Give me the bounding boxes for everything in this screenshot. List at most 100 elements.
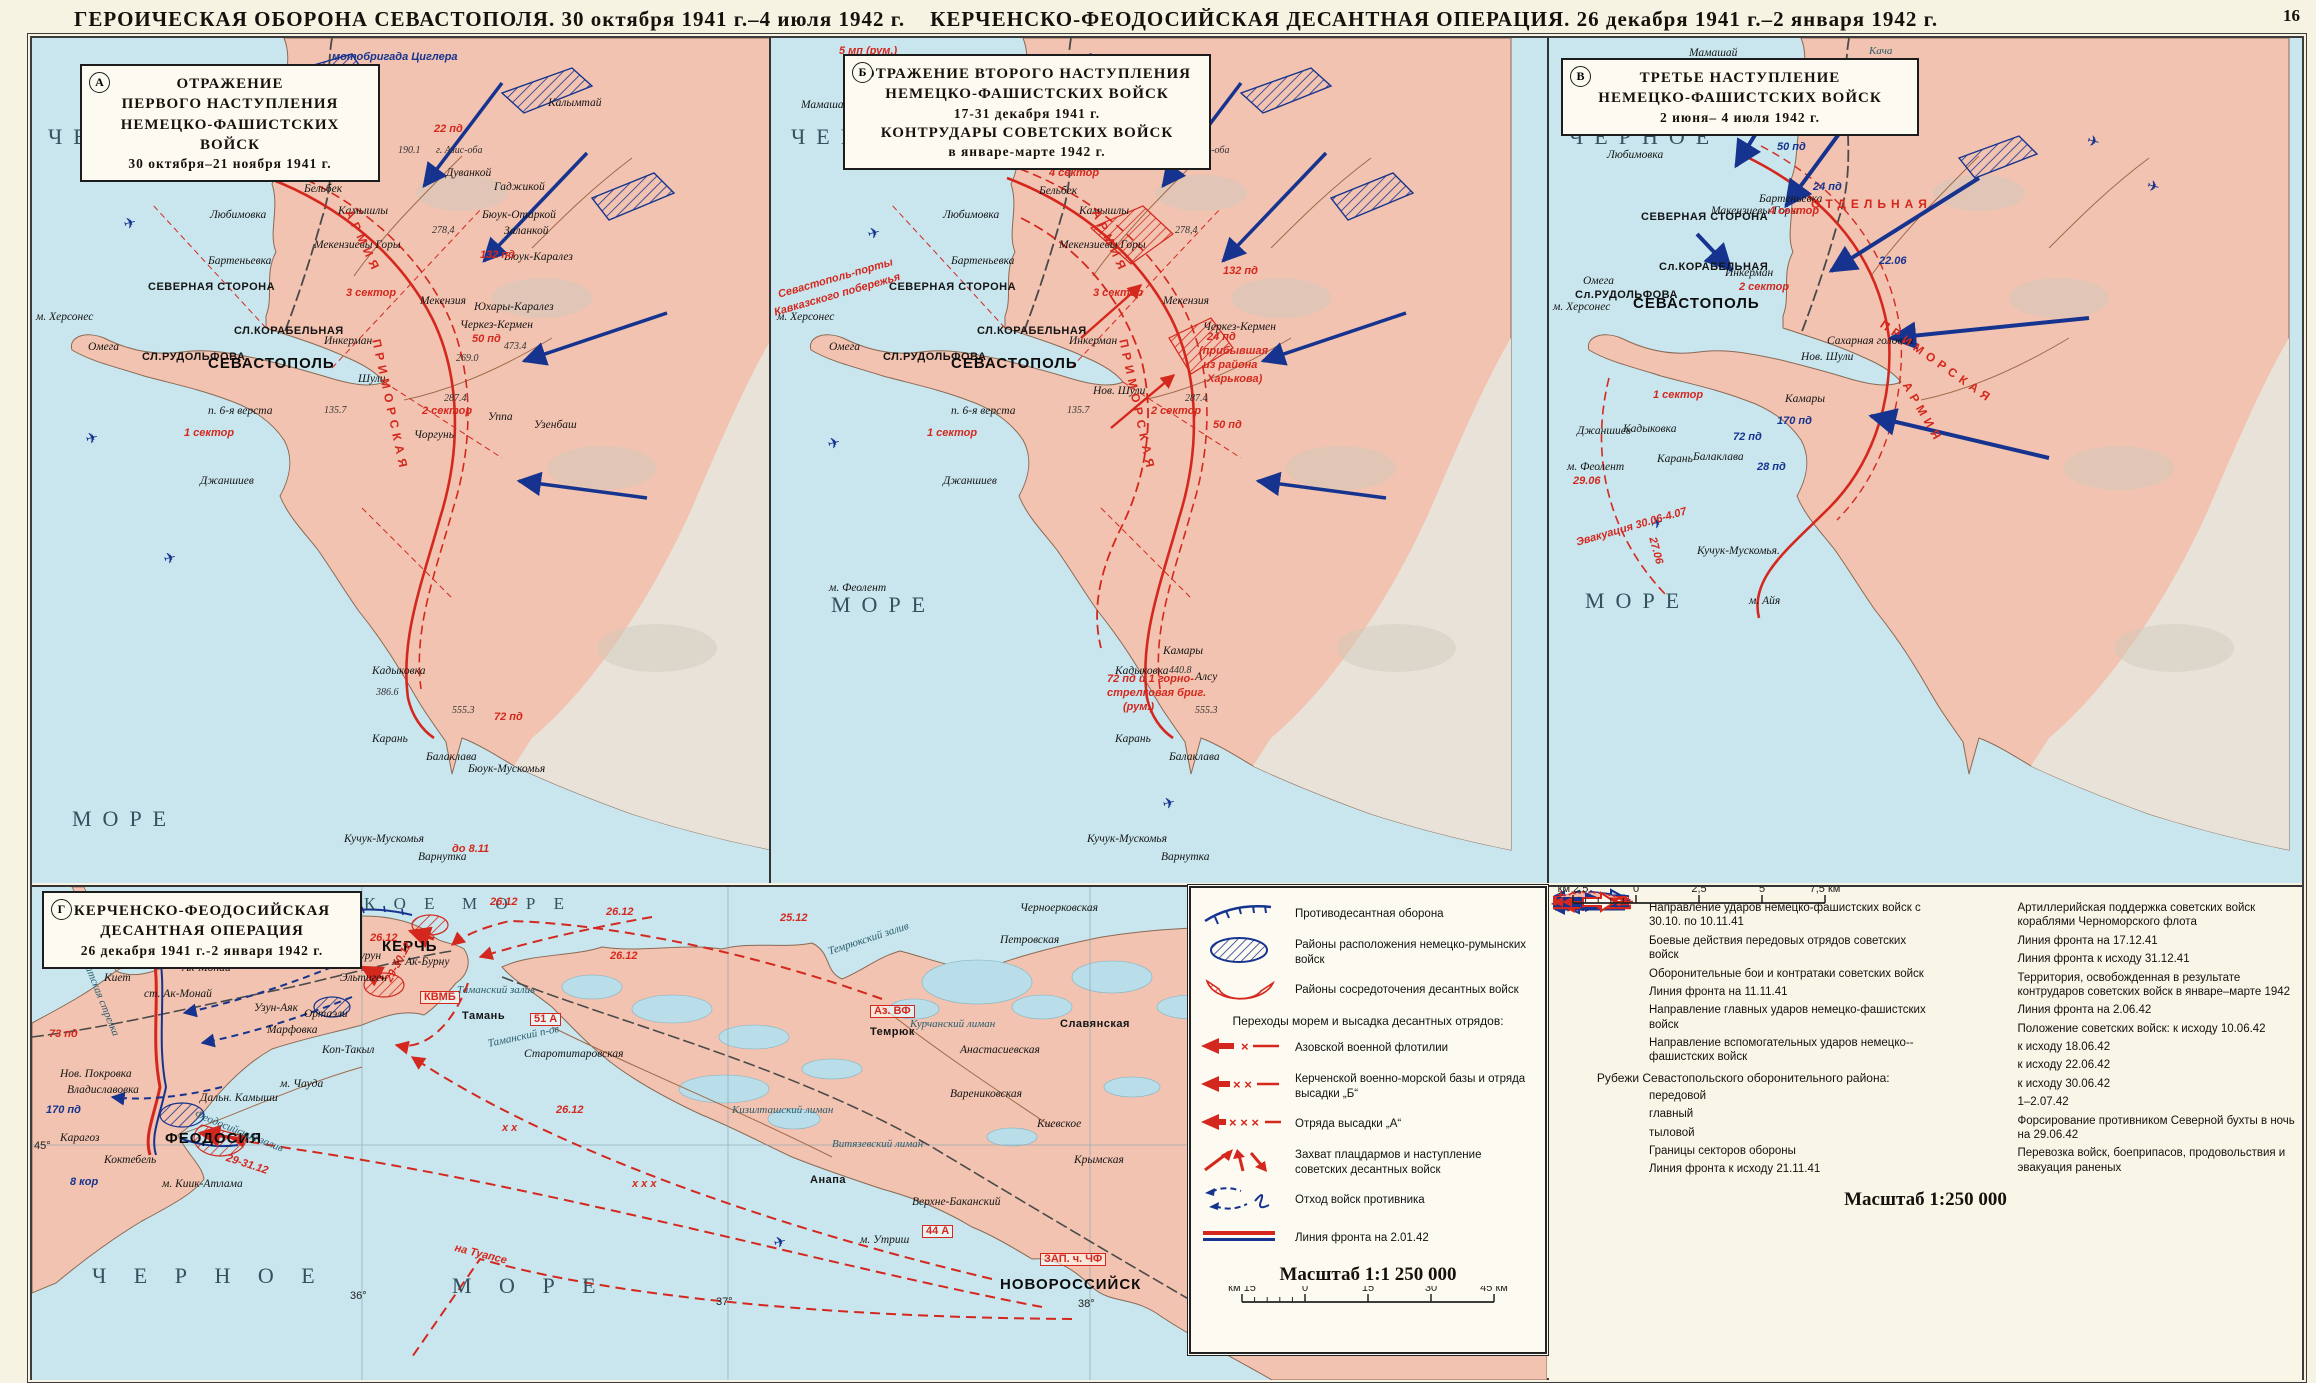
legend-item: × × × Отряда высадки „А“ xyxy=(1199,1107,1537,1142)
map-label: Карагоз xyxy=(60,1132,100,1144)
legend-label: Отход войск противника xyxy=(1295,1194,1425,1207)
panel-title-line: ТРЕТЬЕ НАСТУПЛЕНИЕ xyxy=(1639,70,1841,86)
map-label: 8 кор xyxy=(70,1176,99,1188)
map-label: ОТДЕЛЬНАЯ xyxy=(1811,197,1932,211)
map-label: 50 пд xyxy=(1213,419,1242,431)
map-label: КЕРЧЬ xyxy=(382,938,438,955)
map-label: п. 6-я верста xyxy=(951,405,1016,417)
map-label: г. Азис-оба xyxy=(436,145,483,156)
map-label: Дальн. Камыши xyxy=(200,1092,278,1104)
legend-label: Линия фронта на 2.06.42 xyxy=(2017,1004,2152,1017)
legend-item: Артиллерийская поддержка советских войск… xyxy=(1553,891,2297,930)
panel-title-line: ПЕРВОГО НАСТУПЛЕНИЯ xyxy=(121,96,339,113)
panel-b-canvas xyxy=(771,38,1547,883)
legend-symbol xyxy=(1199,1145,1295,1180)
legend-label: Районы расположения немецко-румынских во… xyxy=(1295,939,1527,966)
legend-label: Противодесантная оборона xyxy=(1295,908,1444,921)
legend-label: Оборонительные бои и контратаки советски… xyxy=(1649,967,1924,980)
svg-text:5: 5 xyxy=(1759,887,1765,895)
map-label: 132 пд xyxy=(1223,265,1258,277)
legend-label: к исходу 18.06.42 xyxy=(2017,1041,2111,1053)
map-label: Бартеньевка xyxy=(1759,193,1823,205)
map-label: 4 сектор xyxy=(1049,167,1100,179)
svg-text:15: 15 xyxy=(1362,1286,1374,1294)
map-label: Витязевский лиман xyxy=(832,1138,924,1150)
legend-label: Отряда высадки „А“ xyxy=(1295,1118,1402,1131)
map-label: 135.7 xyxy=(324,405,347,416)
map-label: Узенбаш xyxy=(534,419,577,431)
map-label: 1 сектор xyxy=(1653,389,1704,401)
map-label: Омега xyxy=(88,341,119,353)
legend-symbol xyxy=(1199,973,1295,1008)
legend-label: 1–2.07.42 xyxy=(2017,1096,2069,1109)
legend-label: Линия фронта к исходу 21.11.41 xyxy=(1649,1163,1821,1176)
map-label: Нов. Шули xyxy=(1801,351,1854,363)
map-label: Юхары-Каралез xyxy=(474,301,554,313)
map-label: 45° xyxy=(34,1140,51,1152)
svg-text:0: 0 xyxy=(1302,1286,1308,1294)
map-label: Чоргунь xyxy=(414,429,454,441)
map-label: Черноерковская xyxy=(1020,902,1098,914)
legend-item: Линия фронта на 17.12.41 xyxy=(1553,896,2297,948)
map-label: 287.4 xyxy=(444,393,467,404)
panel-badge: Б xyxy=(852,62,873,83)
legend-item: Линия фронта к исходу 21.11.41 xyxy=(1553,896,1928,1176)
map-label: 72 пд xyxy=(494,711,523,723)
legend-label: главный xyxy=(1649,1108,1694,1121)
map-label: Курчанский лиман xyxy=(910,1018,996,1030)
panel-b-title-box: Б ОТРАЖЕНИЕ ВТОРОГО НАСТУПЛЕНИЯ НЕМЕЦКО-ФА… xyxy=(843,54,1211,171)
map-label: М О Р Е xyxy=(462,894,571,913)
panel-a-title-box: А ОТРАЖЕНИЕ ПЕРВОГО НАСТУПЛЕНИЯ НЕМЕЦКО-ФАШ… xyxy=(80,64,380,183)
map-label: 22.06 xyxy=(1879,255,1907,267)
map-label: Балаклава xyxy=(1169,751,1220,763)
map-label: Джаншиев xyxy=(943,475,997,487)
map-label: 386.6 xyxy=(376,687,399,698)
legend-label: Границы секторов обороны xyxy=(1649,1144,1796,1157)
map-label: 4 сектор xyxy=(1769,205,1820,217)
map-label: Эльтиген xyxy=(340,972,387,984)
scale-bar: км 15 0 15 30 45 км xyxy=(1228,1282,1508,1303)
map-label: 24 пд xyxy=(1207,331,1236,343)
legend-sevastopol-col1: Направление ударов немецко-фашистских во… xyxy=(1551,888,1928,1181)
map-label: СЕВЕРНАЯ СТОРОНА xyxy=(1641,211,1769,223)
map-label: Варнутка xyxy=(1161,851,1210,863)
legend-kerch-scale: Масштаб 1:1 250 000 км 15 0 15 30 45 км xyxy=(1199,1264,1537,1313)
legend-item: Оборонительные бои и контратаки советски… xyxy=(1555,893,1928,981)
panel-title-line: ОТРАЖЕНИЕ ВТОРОГО НАСТУПЛЕНИЯ xyxy=(863,66,1191,82)
svg-text:30: 30 xyxy=(1425,1286,1437,1294)
legend-symbol xyxy=(1199,1183,1295,1218)
legend-item: Районы сосредоточения десантных войск xyxy=(1199,973,1537,1008)
map-label: до 8.11 xyxy=(452,843,490,855)
map-label: (рум.) xyxy=(1123,701,1155,713)
blueoval-icon xyxy=(1210,937,1268,963)
map-label: Кизилташский лиман xyxy=(732,1104,834,1116)
map-label: 26.12 xyxy=(606,906,634,918)
map-label: 170 пд xyxy=(1777,415,1812,427)
panel-a-canvas xyxy=(32,38,769,883)
page-title-part2: КЕРЧЕНСКО-ФЕОДОСИЙСКАЯ ДЕСАНТНАЯ ОПЕРАЦИ… xyxy=(930,7,1939,31)
map-label: Нов. Шули xyxy=(1093,385,1146,397)
map-label: 51 А xyxy=(530,1013,562,1026)
legend-item: к исходу 22.06.42 xyxy=(1553,897,2297,1072)
capture-icon xyxy=(1204,1149,1267,1172)
legend-item: + + + +Линия фронта к исходу 31.12.41 xyxy=(1553,887,2297,966)
map-label: Любимовка xyxy=(1607,149,1664,161)
map-label: СЕВЕРНАЯ СТОРОНА xyxy=(148,281,276,293)
map-label: Мекензиевы Горы xyxy=(1059,239,1146,251)
panel-title-line: КЕРЧЕНСКО-ФЕОДОСИЙСКАЯ xyxy=(73,903,331,919)
legend-label: Артиллерийская поддержка советских войск… xyxy=(2017,902,2256,929)
legend-sevastopol-col2: Артиллерийская поддержка советских войск… xyxy=(1553,887,2297,1181)
legend-label: Линия фронта на 2.01.42 xyxy=(1295,1232,1429,1245)
map-label: 28 пд xyxy=(1757,461,1786,473)
map-label: СЕВАСТОПОЛЬ xyxy=(1633,295,1760,312)
svg-text:45 км: 45 км xyxy=(1480,1286,1508,1294)
legend-label: Азовской военной флотилии xyxy=(1295,1042,1449,1055)
map-label: Омега xyxy=(829,341,860,353)
panel-badge: В xyxy=(1570,66,1591,87)
legend-item: Районы расположения немецко-румынских во… xyxy=(1199,935,1537,970)
map-label: 24 пд xyxy=(1813,181,1842,193)
map-label: 37° xyxy=(716,1296,733,1308)
